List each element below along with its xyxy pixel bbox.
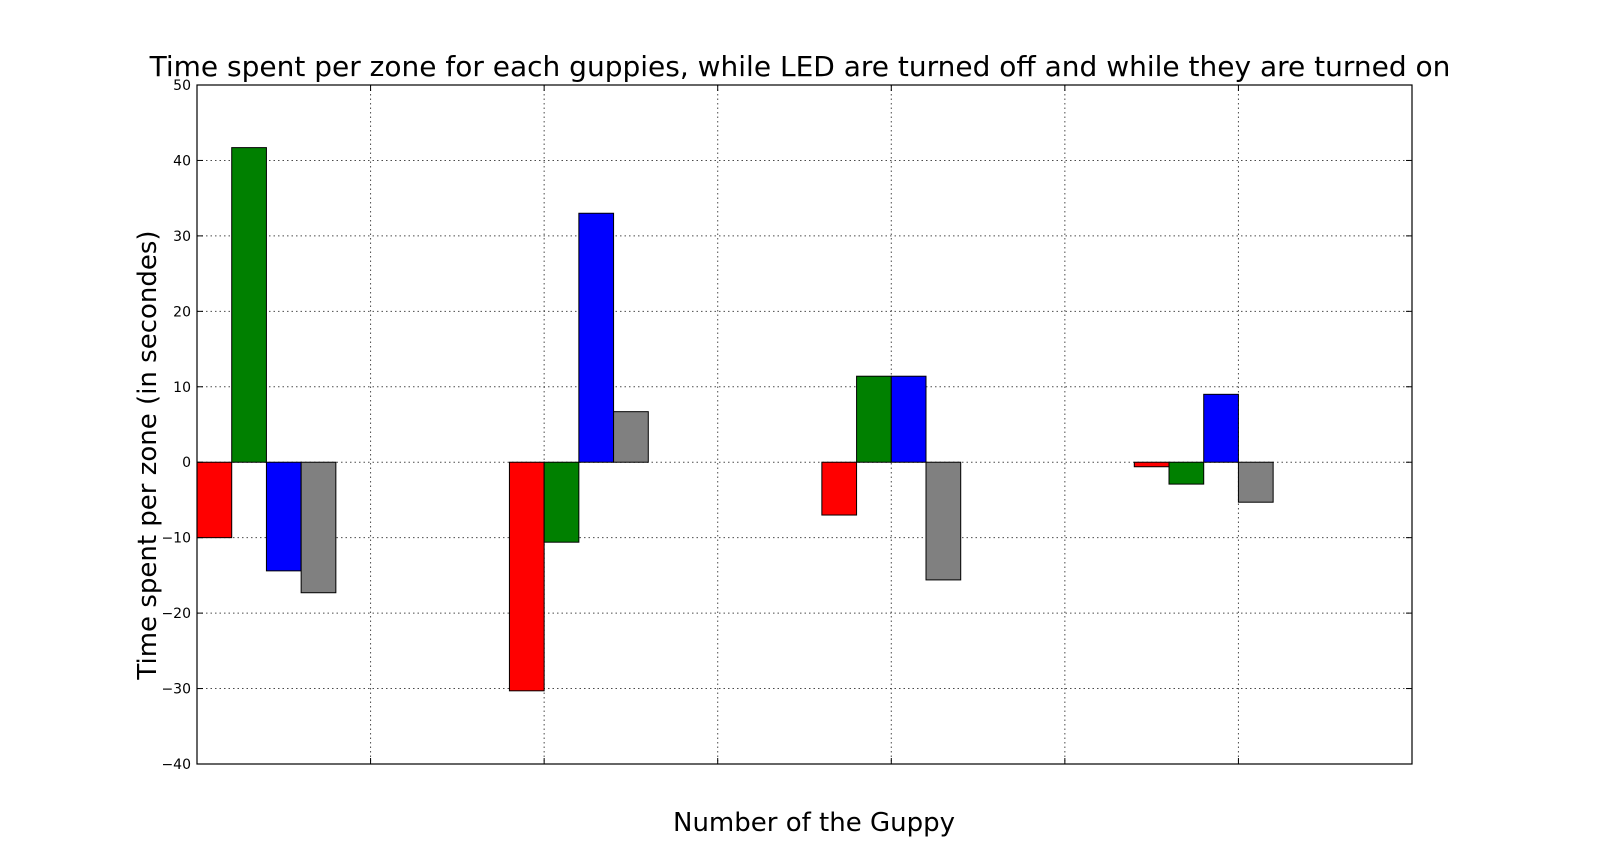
y-tick-label: −10	[161, 531, 191, 547]
bar	[508, 461, 545, 692]
chart-title: Time spent per zone for each guppies, wh…	[149, 50, 1451, 83]
bar	[613, 411, 649, 463]
bar	[856, 375, 892, 463]
bar	[1133, 461, 1170, 468]
x-axis-label: Number of the Guppy	[673, 808, 955, 838]
bar	[578, 212, 615, 463]
bar	[543, 461, 580, 543]
bar	[890, 375, 927, 463]
bar	[265, 461, 302, 572]
y-tick-label: −40	[161, 757, 191, 773]
bar	[1203, 393, 1239, 463]
bar	[196, 461, 233, 539]
y-tick-label: 40	[173, 153, 191, 169]
y-tick-label: 10	[173, 380, 191, 396]
y-tick-label: 50	[173, 78, 191, 94]
y-axis-label: Time spent per zone (in secondes)	[133, 230, 163, 680]
y-tick-label: 20	[173, 304, 191, 320]
y-tick-label: −30	[161, 682, 191, 698]
bar	[1237, 461, 1274, 503]
y-tick-label: 0	[182, 455, 191, 471]
bar	[1168, 461, 1205, 485]
bar	[231, 147, 267, 463]
y-tick-label: −20	[161, 606, 191, 622]
bar	[300, 461, 337, 594]
bar	[925, 461, 962, 581]
y-tick-label: 30	[173, 229, 191, 245]
bar	[821, 461, 858, 516]
plot-frame	[196, 84, 1413, 765]
